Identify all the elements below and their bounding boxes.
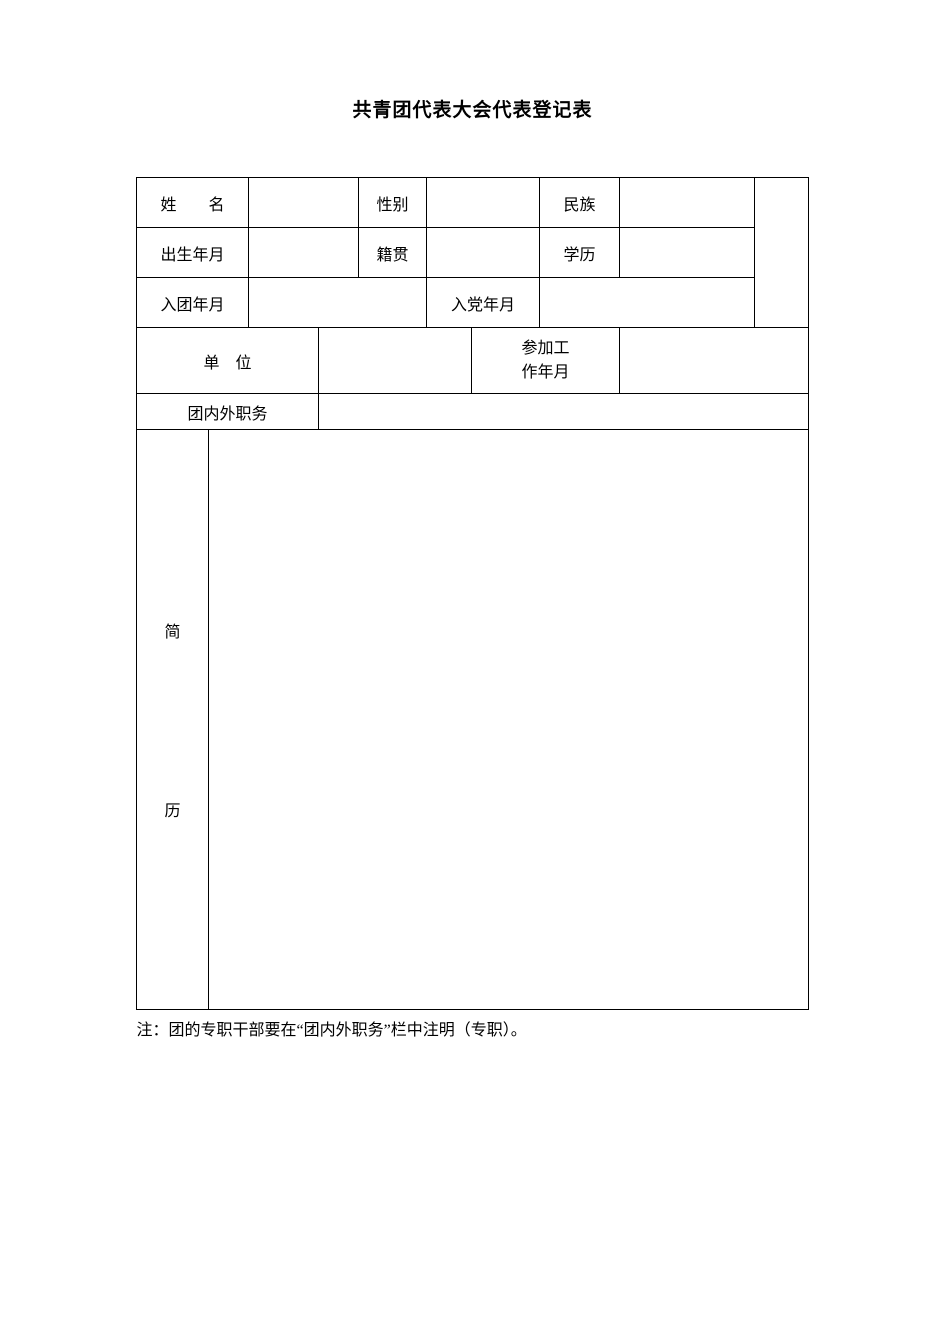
value-gender[interactable]	[427, 178, 540, 228]
label-gender: 性别	[359, 178, 427, 228]
resume-vertical-label: 简 历	[137, 430, 208, 1009]
value-ethnicity[interactable]	[620, 178, 755, 228]
label-name: 姓 名	[136, 178, 248, 228]
label-resume: 简 历	[136, 430, 208, 1010]
table-row: 单 位 参加工 作年月	[136, 328, 808, 394]
registration-form-table: 姓 名 性别 民族 出生年月 籍贯 学历 入团年月 入党年月 单 位	[136, 177, 809, 1010]
value-resume[interactable]	[208, 430, 808, 1010]
table-row: 简 历	[136, 430, 808, 1010]
value-native-place[interactable]	[427, 228, 540, 278]
label-ethnicity: 民族	[540, 178, 620, 228]
value-positions[interactable]	[319, 394, 809, 430]
table-row: 姓 名 性别 民族	[136, 178, 808, 228]
table-row: 出生年月 籍贯 学历	[136, 228, 808, 278]
label-education: 学历	[540, 228, 620, 278]
value-name[interactable]	[249, 178, 359, 228]
label-join-league-date: 入团年月	[136, 278, 248, 328]
photo-cell[interactable]	[755, 178, 809, 328]
page-container: 共青团代表大会代表登记表 姓 名 性别 民族	[0, 0, 945, 1337]
label-work-start-date: 参加工 作年月	[472, 328, 620, 394]
value-join-league-date[interactable]	[249, 278, 427, 328]
label-native-place: 籍贯	[359, 228, 427, 278]
value-birthdate[interactable]	[249, 228, 359, 278]
resume-char-1: 简	[164, 618, 180, 642]
table-row: 团内外职务	[136, 394, 808, 430]
label-unit: 单 位	[136, 328, 318, 394]
resume-char-2: 历	[164, 797, 180, 821]
label-work-start-date-l1: 参加工	[522, 340, 570, 357]
value-work-start-date[interactable]	[620, 328, 809, 394]
form-title: 共青团代表大会代表登记表	[0, 95, 945, 122]
label-work-start-date-l2: 作年月	[522, 364, 570, 381]
label-join-party-date: 入党年月	[427, 278, 540, 328]
label-birthdate: 出生年月	[136, 228, 248, 278]
footnote: 注：团的专职干部要在“团内外职务”栏中注明（专职）。	[137, 1018, 809, 1044]
value-join-party-date[interactable]	[540, 278, 755, 328]
label-positions: 团内外职务	[136, 394, 318, 430]
value-unit[interactable]	[319, 328, 472, 394]
table-row: 入团年月 入党年月	[136, 278, 808, 328]
value-education[interactable]	[620, 228, 755, 278]
